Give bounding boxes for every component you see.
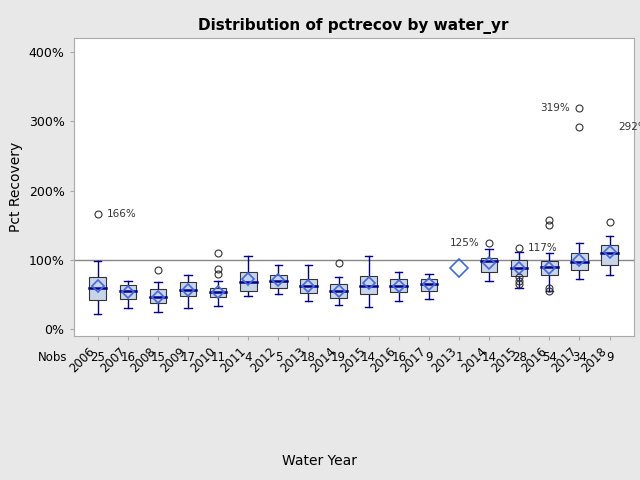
Bar (541, 261, 557, 275)
Text: 166%: 166% (107, 209, 136, 219)
Title: Distribution of pctrecov by water_yr: Distribution of pctrecov by water_yr (198, 18, 509, 34)
Bar (120, 286, 136, 300)
Text: 125%: 125% (451, 238, 480, 248)
Bar (481, 258, 497, 272)
Bar (360, 276, 377, 294)
Text: 1: 1 (455, 351, 463, 364)
Bar (180, 282, 196, 296)
Bar (270, 275, 287, 288)
Text: Nobs: Nobs (38, 351, 67, 364)
Text: 117%: 117% (528, 243, 558, 253)
Text: 11: 11 (211, 351, 226, 364)
Text: 54: 54 (542, 351, 557, 364)
Bar (330, 284, 347, 298)
Bar (511, 260, 527, 276)
Y-axis label: Pct Recovery: Pct Recovery (9, 142, 23, 232)
Text: 16: 16 (391, 351, 406, 364)
Text: 28: 28 (512, 351, 527, 364)
Text: 9: 9 (606, 351, 613, 364)
Text: 14: 14 (481, 351, 497, 364)
Text: 5: 5 (275, 351, 282, 364)
Text: 16: 16 (120, 351, 135, 364)
Bar (90, 277, 106, 300)
Bar (420, 279, 437, 291)
Text: 9: 9 (425, 351, 433, 364)
Bar (210, 288, 227, 297)
Bar (150, 289, 166, 303)
Bar (571, 253, 588, 270)
Text: 25: 25 (90, 351, 105, 364)
Bar (601, 245, 618, 265)
Bar (240, 272, 257, 291)
Text: 4: 4 (244, 351, 252, 364)
Bar (390, 278, 407, 292)
Text: 34: 34 (572, 351, 587, 364)
Text: 18: 18 (301, 351, 316, 364)
Bar (300, 279, 317, 293)
Text: 19: 19 (331, 351, 346, 364)
Text: 17: 17 (180, 351, 195, 364)
Text: 319%: 319% (541, 103, 570, 113)
Text: 14: 14 (361, 351, 376, 364)
Text: 15: 15 (150, 351, 165, 364)
Text: 292%: 292% (618, 122, 640, 132)
Text: Water Year: Water Year (282, 454, 358, 468)
